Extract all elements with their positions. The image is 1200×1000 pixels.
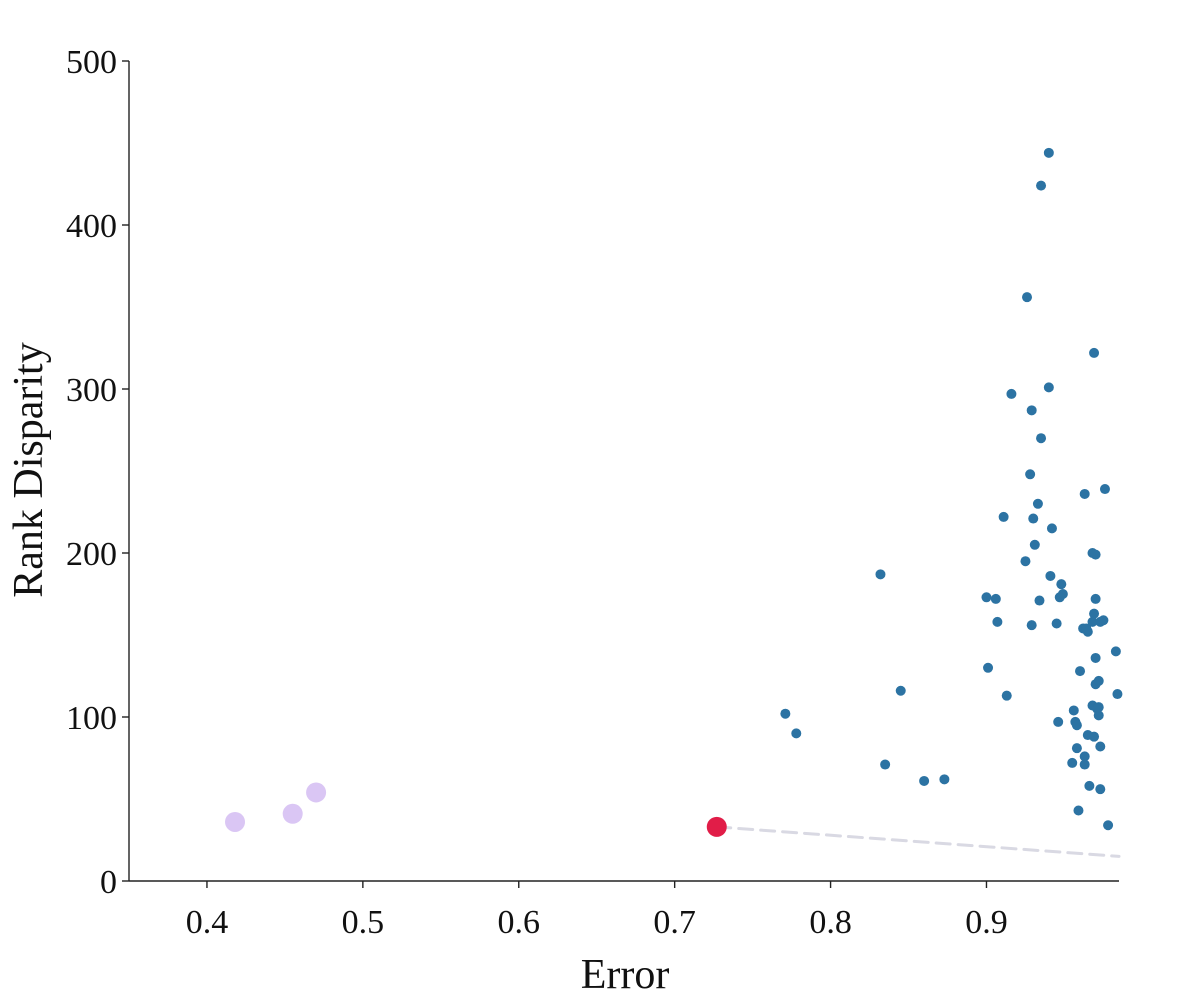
data-point	[791, 728, 802, 739]
data-point	[1103, 820, 1114, 831]
data-point	[1089, 731, 1100, 742]
data-point	[990, 593, 1001, 604]
x-tick-label: 0.8	[809, 904, 852, 941]
data-point	[998, 511, 1009, 522]
data-point	[1032, 498, 1043, 509]
data-point	[1098, 615, 1109, 626]
trend-layer	[715, 825, 1121, 858]
x-tick-label: 0.4	[186, 904, 229, 941]
data-point	[1095, 741, 1106, 752]
data-point	[1051, 618, 1062, 629]
pareto-point	[306, 782, 327, 803]
x-tick-label: 0.7	[653, 904, 696, 941]
data-point	[1090, 593, 1101, 604]
data-point	[1090, 652, 1101, 663]
data-point	[1084, 780, 1095, 791]
y-tick-label: 200	[66, 536, 117, 573]
data-point	[1056, 579, 1067, 590]
data-point	[1082, 626, 1093, 637]
data-point	[1057, 589, 1068, 599]
data-point	[1028, 513, 1039, 524]
data-point	[1067, 757, 1078, 768]
data-point	[1112, 689, 1123, 700]
data-point	[1087, 616, 1098, 627]
data-point	[1036, 433, 1047, 444]
data-point	[1026, 405, 1037, 416]
axes-layer	[128, 61, 1119, 882]
y-axis-title: Rank Disparity	[6, 342, 52, 597]
data-point	[1071, 743, 1082, 754]
data-point	[1079, 759, 1090, 770]
x-tick-label: 0.5	[342, 904, 385, 941]
data-point	[1025, 469, 1036, 480]
data-point	[880, 759, 891, 770]
data-point	[1071, 720, 1082, 731]
x-tick-label: 0.9	[965, 904, 1008, 941]
data-point	[1095, 784, 1106, 795]
data-point	[1045, 570, 1056, 581]
data-point	[1110, 646, 1121, 657]
data-point	[983, 662, 994, 673]
y-tick-label: 300	[66, 372, 117, 409]
data-point	[1001, 690, 1012, 701]
data-point	[919, 775, 930, 786]
data-point	[875, 569, 886, 580]
pareto-point	[282, 803, 303, 824]
trend-line	[715, 825, 1121, 858]
data-point	[1026, 620, 1037, 631]
data-point	[981, 592, 992, 603]
data-point	[1093, 702, 1104, 713]
data-point	[1089, 608, 1100, 619]
highlight-point	[706, 816, 727, 837]
data-point	[1046, 523, 1057, 534]
data-point	[1022, 292, 1033, 303]
data-point	[1006, 388, 1017, 399]
data-point	[780, 708, 791, 719]
data-point	[1036, 180, 1047, 191]
data-point	[1020, 556, 1031, 567]
x-tick-label: 0.6	[498, 904, 541, 941]
data-point	[1073, 805, 1084, 816]
data-point	[1093, 710, 1104, 721]
data-point	[1053, 716, 1064, 727]
y-tick-label: 500	[66, 44, 117, 81]
data-point	[1043, 382, 1054, 393]
y-tick-label: 0	[100, 864, 117, 901]
data-point	[1043, 147, 1054, 158]
data-point	[1034, 595, 1045, 606]
data-point	[1075, 666, 1086, 677]
pareto-point	[225, 811, 246, 832]
data-point	[1029, 539, 1040, 550]
x-ticks: 0.4 0.5 0.6 0.7 0.8 0.9	[186, 881, 1008, 941]
data-point	[1090, 549, 1101, 560]
y-tick-label: 400	[66, 208, 117, 245]
y-tick-label: 100	[66, 700, 117, 737]
data-point	[1068, 705, 1079, 716]
data-point	[992, 616, 1003, 627]
data-point	[1093, 675, 1104, 686]
data-point	[1079, 488, 1090, 499]
points-layer	[225, 147, 1123, 837]
data-point	[939, 774, 950, 785]
y-ticks: 0 100 200 300 400 500	[66, 44, 129, 901]
data-point	[895, 685, 906, 696]
data-point	[1089, 347, 1100, 358]
x-axis-title: Error	[581, 952, 670, 998]
data-point	[1079, 751, 1090, 762]
data-point	[1099, 484, 1110, 495]
